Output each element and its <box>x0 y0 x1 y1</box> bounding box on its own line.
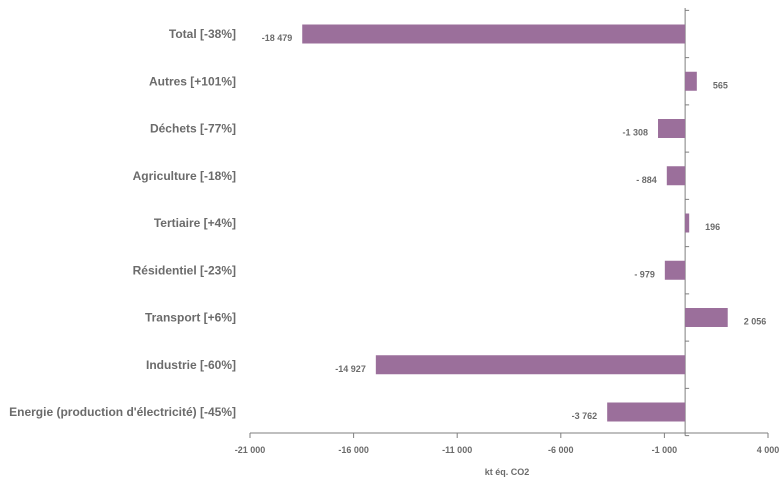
bar <box>658 119 686 138</box>
x-tick-label: -21 000 <box>235 445 266 455</box>
bar <box>685 213 690 233</box>
data-label: -3 762 <box>572 411 598 421</box>
category-label: Agriculture [-18%] <box>133 169 236 183</box>
data-label: -14 927 <box>335 364 366 374</box>
category-label: Déchets [-77%] <box>150 122 236 136</box>
bar <box>302 24 686 44</box>
data-label: 2 056 <box>744 317 767 327</box>
category-label: Autres [+101%] <box>149 74 236 88</box>
data-label: - 979 <box>634 269 655 279</box>
bar <box>607 402 686 422</box>
category-label: Tertiaire [+4%] <box>154 216 236 230</box>
category-label: Résidentiel [-23%] <box>133 263 236 277</box>
x-tick-label: 4 000 <box>757 445 779 455</box>
bar <box>664 260 686 280</box>
category-label: Total [-38%] <box>169 27 236 41</box>
category-label: Industrie [-60%] <box>146 358 236 372</box>
category-label: Transport [+6%] <box>145 311 236 325</box>
data-label: 565 <box>713 80 728 90</box>
data-label: 196 <box>705 222 720 232</box>
bar <box>685 71 697 91</box>
category-label: Energie (production d'électricité) [-45%… <box>9 405 236 419</box>
bar <box>685 308 728 327</box>
data-label: -18 479 <box>262 33 293 43</box>
x-tick-label: -6 000 <box>548 445 574 455</box>
data-label: -1 308 <box>622 128 648 138</box>
x-axis-title: kt éq. CO2 <box>485 467 530 477</box>
x-tick-label: -11 000 <box>442 445 472 455</box>
data-label: - 884 <box>636 175 657 185</box>
x-tick-label: -1 000 <box>652 445 678 455</box>
bar <box>666 166 686 186</box>
x-tick-label: -16 000 <box>338 445 369 455</box>
bar <box>375 355 686 375</box>
